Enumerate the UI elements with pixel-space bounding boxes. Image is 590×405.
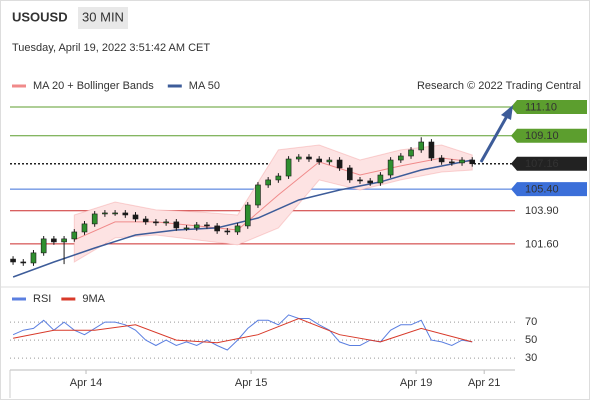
x-tick-label: Apr 19 [400,377,432,389]
arrow-head [501,105,513,120]
candle-body [398,155,404,161]
bollinger-band [73,144,473,263]
candle-body [295,156,302,160]
candle-body [71,231,78,240]
candle-body [265,179,271,186]
candle-body [377,174,384,184]
candle-body [326,159,333,163]
candle-body [469,159,476,165]
x-tick-label: Apr 14 [70,377,102,389]
legend-label: 9MA [82,293,105,305]
candle-body [438,157,445,163]
y-tick-label: 30 [525,352,537,364]
candle-body [357,179,363,182]
candle-body [153,221,159,224]
interval[interactable]: 30 MIN [82,9,124,24]
candle-body [285,158,292,177]
candle-body [163,221,169,224]
level-label-box [511,128,587,143]
indicator-line [12,314,473,351]
arrow-shaft [479,115,509,163]
y-tick-label: 70 [525,316,537,328]
level-label: 103.90 [525,205,559,217]
indicator-line [13,317,473,344]
candle-body [30,252,37,264]
candle-body [428,141,435,159]
candle-body [336,159,343,169]
candle-body [367,180,374,184]
candle-body [418,141,425,151]
candle-body [102,212,108,215]
candle-body [316,158,322,163]
forecast-arrow [479,105,513,163]
level-label: 109.10 [525,130,559,142]
candle-body [306,156,312,160]
legend-label: RSI [33,293,51,305]
x-tick-label: Apr 15 [235,377,267,389]
candle-body [10,258,16,263]
candle-body [408,149,414,157]
legend-label: MA 20 + Bollinger Bands [33,80,154,92]
candle-body [132,214,139,220]
candle-body [204,224,210,227]
candle-body [387,159,394,176]
candle-body [122,212,129,216]
level-label-box [511,99,587,114]
candle-body [40,238,47,254]
candle-body [51,238,57,243]
level-label: 101.60 [525,238,559,250]
y-tick-label: 50 [525,334,537,346]
candle-body [183,227,190,230]
candle-body [81,223,88,233]
candle-body [459,159,465,164]
candle-body [91,213,98,225]
candle-body [173,221,180,229]
level-label: 111.10 [525,101,557,113]
candle-body [214,225,220,232]
candle-body [224,230,231,233]
candle-body [193,224,200,229]
level-label: 107.16 [525,158,559,170]
candle-body [61,238,67,243]
source: Research © 2022 Trading Central [417,80,581,92]
level-label-box [511,156,587,171]
level-label: 105.40 [525,184,559,196]
candle-body [255,184,261,206]
interval-box[interactable] [78,7,128,29]
candle-body [20,261,27,264]
candle-body [275,175,282,181]
x-tick-label: Apr 21 [468,377,500,389]
datetime: Tuesday, April 19, 2022 3:51:42 AM CET [12,42,210,54]
ma-line [74,157,473,241]
candle-body [234,225,241,233]
ma-line [12,159,473,278]
candle-body [449,161,455,164]
candle-body [142,218,149,223]
candle-body [346,167,353,181]
candle-body [244,204,251,227]
symbol: USOUSD [12,9,68,24]
level-label-box [511,182,587,197]
legend-label: MA 50 [189,80,220,92]
candle-body [112,212,118,215]
